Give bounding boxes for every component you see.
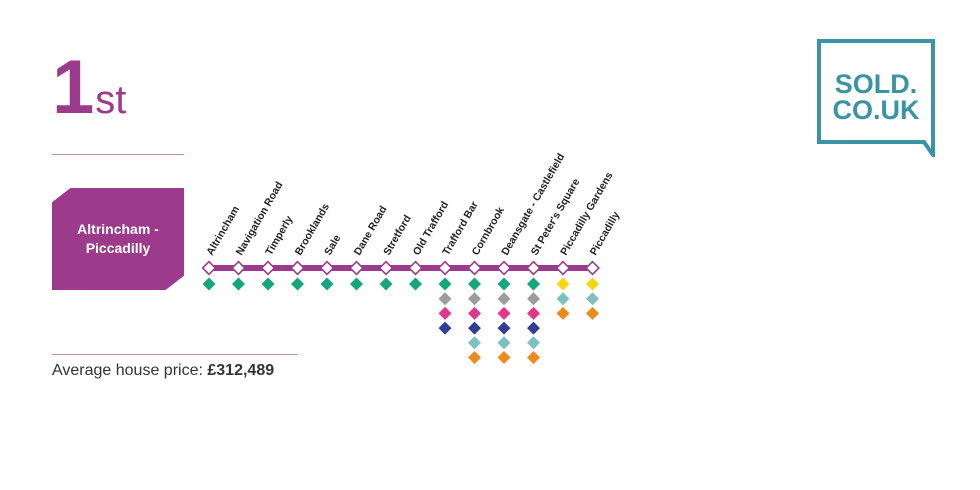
- connecting-line-navy-diamond: [497, 321, 511, 335]
- station-label: Stretford: [381, 213, 414, 257]
- connecting-line-green-diamond: [497, 277, 511, 291]
- route-name-line1: Altrincham -: [77, 221, 159, 237]
- connecting-line-orange-diamond: [497, 350, 511, 365]
- connecting-line-pink-diamond: [438, 306, 452, 320]
- connecting-line-pink-diamond: [497, 306, 511, 320]
- station-label: Piccadilly Gardens: [558, 170, 615, 258]
- route-name-line2: Piccadilly: [85, 240, 151, 256]
- connecting-line-orange-diamond: [467, 350, 482, 365]
- connecting-line-grey-diamond: [438, 292, 452, 306]
- connecting-line-navy-diamond: [526, 321, 541, 335]
- rank-number: 1: [52, 45, 94, 130]
- connecting-line-teal-diamond: [497, 336, 511, 350]
- station-marker: [201, 260, 217, 276]
- connecting-line-navy-diamond: [467, 321, 482, 335]
- connecting-line-grey-diamond: [526, 292, 541, 306]
- connecting-line-pink-diamond: [526, 306, 541, 320]
- logo-text-line1: SOLD.: [835, 69, 918, 99]
- connecting-line-orange-diamond: [585, 306, 600, 320]
- station-marker: [437, 260, 453, 276]
- connecting-line-orange-diamond: [526, 350, 541, 365]
- connecting-line-green-diamond: [379, 277, 393, 291]
- rank-divider: [52, 154, 184, 155]
- price-divider: [52, 354, 298, 355]
- connecting-line-orange-diamond: [556, 306, 570, 320]
- connecting-line-yellow-diamond: [585, 277, 600, 291]
- rank-suffix: st: [95, 78, 127, 122]
- average-house-price: Average house price: £312,489: [52, 362, 274, 380]
- connecting-line-green-diamond: [290, 277, 305, 291]
- station-marker: [260, 260, 276, 276]
- station-marker: [319, 260, 335, 276]
- connecting-line-green-diamond: [261, 277, 275, 291]
- connecting-line-green-diamond: [438, 277, 452, 291]
- station-marker: [408, 260, 423, 276]
- connecting-line-grey-diamond: [467, 292, 482, 306]
- station-marker: [555, 260, 571, 276]
- connecting-line-green-diamond: [526, 277, 541, 291]
- station-label: Timperly: [263, 214, 295, 258]
- station-marker: [290, 260, 305, 276]
- logo-text-line2: CO.UK: [833, 95, 921, 125]
- price-label: Average house price:: [52, 362, 203, 379]
- station-marker: [467, 260, 482, 276]
- station-marker: [585, 260, 600, 276]
- connecting-line-green-diamond: [231, 277, 246, 291]
- station-marker: [231, 260, 246, 276]
- connecting-line-yellow-diamond: [556, 277, 570, 291]
- route-badge: Altrincham - Piccadilly: [52, 188, 184, 290]
- connecting-line-green-diamond: [467, 277, 482, 291]
- rank-heading: 1st: [52, 50, 126, 126]
- logo-speech-bubble-icon: [817, 39, 935, 157]
- connecting-line-green-diamond: [349, 277, 364, 291]
- connecting-line-teal-diamond: [467, 336, 482, 350]
- connecting-line-teal-diamond: [526, 336, 541, 350]
- station-marker: [496, 260, 512, 276]
- connecting-line-green-diamond: [320, 277, 334, 291]
- station-marker: [349, 260, 364, 276]
- connecting-line-navy-diamond: [438, 321, 452, 335]
- connecting-line-teal-diamond: [585, 292, 600, 306]
- station-marker: [378, 260, 394, 276]
- connecting-line-teal-diamond: [556, 292, 570, 306]
- connecting-line-grey-diamond: [497, 292, 511, 306]
- connecting-line-green-diamond: [202, 277, 216, 291]
- price-value: £312,489: [207, 362, 275, 379]
- connecting-line-green-diamond: [408, 277, 423, 291]
- station-label: Piccadilly: [588, 209, 623, 257]
- connecting-line-pink-diamond: [467, 306, 482, 320]
- station-label: Sale: [322, 233, 343, 258]
- sold-co-uk-logo: SOLD. CO.UK: [817, 39, 935, 157]
- station-marker: [526, 260, 541, 276]
